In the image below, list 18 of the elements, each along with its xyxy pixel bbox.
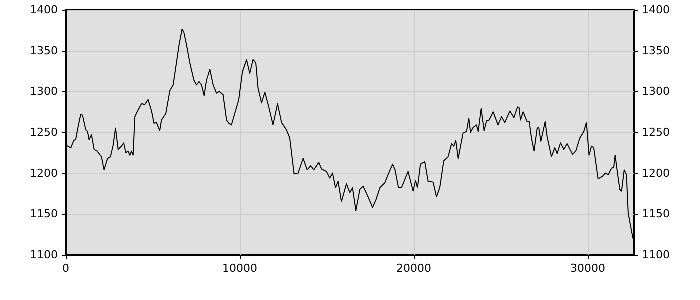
y-tick-label: 1350 [30, 44, 58, 58]
y-tick-label: 1150 [30, 208, 58, 221]
x-tick-label: 0 [62, 262, 70, 275]
y2-tick-label: 1350 [642, 44, 670, 58]
y-tick-label: 1300 [30, 85, 58, 98]
x-tick-label: 10000 [222, 262, 258, 275]
y2-tick-label: 1250 [642, 126, 670, 139]
y2-tick-label: 1300 [642, 85, 670, 98]
y2-tick-label: 1150 [642, 208, 670, 221]
y2-tick-label: 1200 [642, 166, 670, 180]
x-tick-label: 20000 [396, 262, 432, 275]
y-tick-label: 1100 [30, 248, 58, 262]
y-tick-label: 1200 [30, 166, 58, 180]
x-tick-label: 30000 [570, 262, 606, 275]
y2-tick-label: 1100 [642, 248, 670, 262]
y-tick-label: 1250 [30, 126, 58, 139]
y2-tick-label: 1400 [642, 4, 670, 16]
y-tick-label: 1400 [30, 4, 58, 16]
